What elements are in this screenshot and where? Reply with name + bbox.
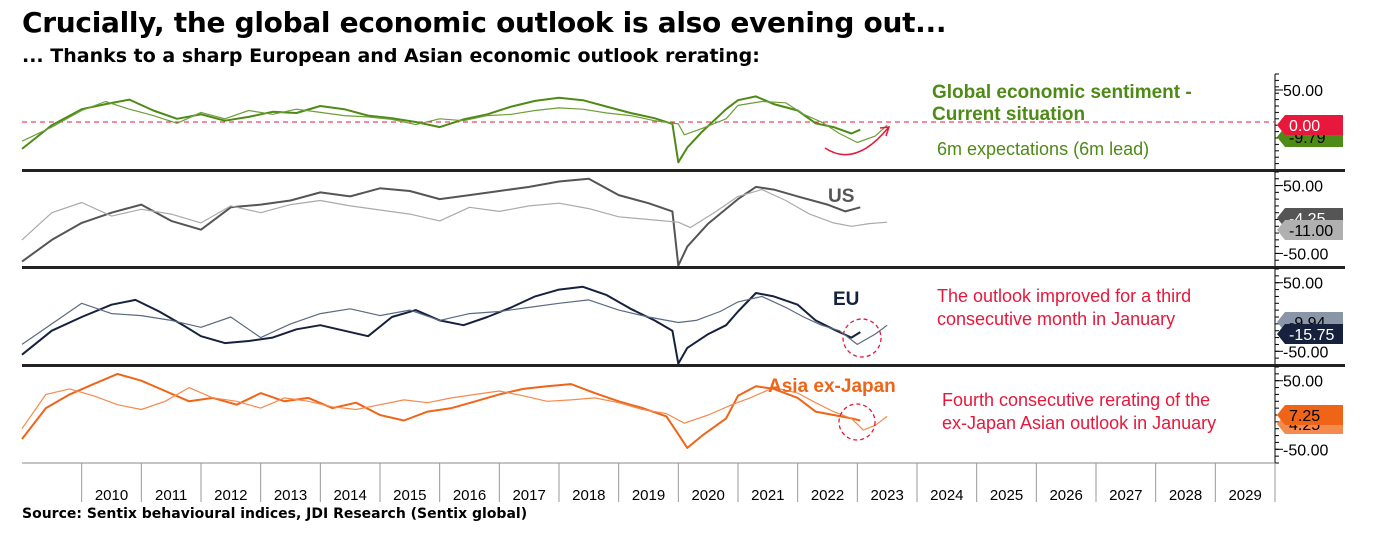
series-line-2-1 bbox=[21, 295, 888, 345]
value-tag-label-0-1: 0.00 bbox=[1289, 118, 1320, 135]
x-tick-label-18: 2028 bbox=[1169, 487, 1202, 504]
plot-layer: 50.00-9.790.0050.00-50.00-4.25-11.0050.0… bbox=[21, 73, 1345, 504]
panel-separator-1 bbox=[22, 266, 1345, 269]
value-tag-label-2-1: -15.75 bbox=[1289, 327, 1334, 344]
asia-highlight-circle bbox=[838, 403, 876, 441]
global-expectations-label: 6m expectations (6m lead) bbox=[937, 139, 1149, 159]
global-series-label-line2: Current situation bbox=[932, 104, 1085, 125]
series-line-2-0 bbox=[21, 285, 861, 365]
series-line-3-1 bbox=[21, 387, 888, 431]
x-tick-label-15: 2025 bbox=[990, 487, 1023, 504]
value-tag-label-1-1: -11.00 bbox=[1289, 223, 1333, 240]
series-line-1-0 bbox=[21, 177, 861, 267]
x-tick-label-6: 2016 bbox=[453, 487, 486, 504]
panel-separator-0 bbox=[22, 169, 1345, 172]
x-tick-label-7: 2017 bbox=[512, 487, 545, 504]
eu-highlight-circle bbox=[842, 318, 882, 358]
eu-annotation-line1: The outlook improved for a third bbox=[937, 286, 1191, 306]
x-tick-label-10: 2020 bbox=[691, 487, 724, 504]
x-tick-label-9: 2019 bbox=[632, 487, 665, 504]
y-tick-label-3-1: -50.00 bbox=[1283, 442, 1328, 459]
x-tick-label-5: 2015 bbox=[393, 487, 426, 504]
asia-series-label: Asia ex-Japan bbox=[768, 376, 896, 397]
annotation-arrow bbox=[824, 127, 889, 156]
value-tag-label-3-1: 7.25 bbox=[1289, 408, 1320, 425]
y-tick-label-1-0: 50.00 bbox=[1283, 179, 1323, 196]
x-tick-label-17: 2027 bbox=[1109, 487, 1142, 504]
x-tick-label-8: 2018 bbox=[572, 487, 605, 504]
asia-annotation-line2: ex-Japan Asian outlook in January bbox=[942, 413, 1216, 433]
source-note: Source: Sentix behavioural indices, JDI … bbox=[22, 506, 528, 522]
us-series-label: US bbox=[828, 186, 854, 207]
series-line-3-0 bbox=[21, 372, 861, 449]
x-tick-label-14: 2024 bbox=[930, 487, 963, 504]
value-tag-2-1 bbox=[1277, 324, 1343, 344]
eu-annotation-line2: consecutive month in January bbox=[937, 309, 1175, 329]
value-tag-1-1 bbox=[1277, 220, 1343, 240]
series-line-1-1 bbox=[21, 189, 888, 241]
x-tick-label-0: 2010 bbox=[95, 487, 128, 504]
asia-annotation-line1: Fourth consecutive rerating of the bbox=[942, 390, 1210, 410]
x-tick-label-12: 2022 bbox=[811, 487, 844, 504]
page-title: Crucially, the global economic outlook i… bbox=[22, 6, 947, 39]
y-tick-label-2-1: -50.00 bbox=[1283, 344, 1328, 361]
x-tick-label-1: 2011 bbox=[155, 487, 187, 504]
x-tick-label-11: 2021 bbox=[751, 487, 784, 504]
value-tag-3-1 bbox=[1277, 405, 1343, 425]
x-tick-label-16: 2026 bbox=[1049, 487, 1082, 504]
x-tick-label-4: 2014 bbox=[333, 487, 366, 504]
series-line-0-1 bbox=[21, 100, 888, 144]
annotation-arrow-head bbox=[879, 126, 891, 137]
x-tick-label-19: 2029 bbox=[1228, 487, 1261, 504]
panel-separator-2 bbox=[22, 364, 1345, 367]
value-tag-0-1 bbox=[1277, 115, 1343, 135]
x-tick-label-3: 2013 bbox=[274, 487, 307, 504]
page-subtitle: ... Thanks to a sharp European and Asian… bbox=[22, 45, 760, 67]
y-tick-label-0-0: 50.00 bbox=[1283, 83, 1323, 100]
y-tick-label-3-0: 50.00 bbox=[1283, 374, 1323, 391]
series-line-0-0 bbox=[21, 95, 861, 164]
x-tick-label-2: 2012 bbox=[214, 487, 247, 504]
eu-series-label: EU bbox=[833, 289, 859, 310]
global-series-label-line1: Global economic sentiment - bbox=[932, 82, 1192, 103]
y-tick-label-1-1: -50.00 bbox=[1283, 246, 1328, 263]
x-tick-label-13: 2023 bbox=[870, 487, 903, 504]
y-tick-label-2-0: 50.00 bbox=[1283, 276, 1323, 293]
